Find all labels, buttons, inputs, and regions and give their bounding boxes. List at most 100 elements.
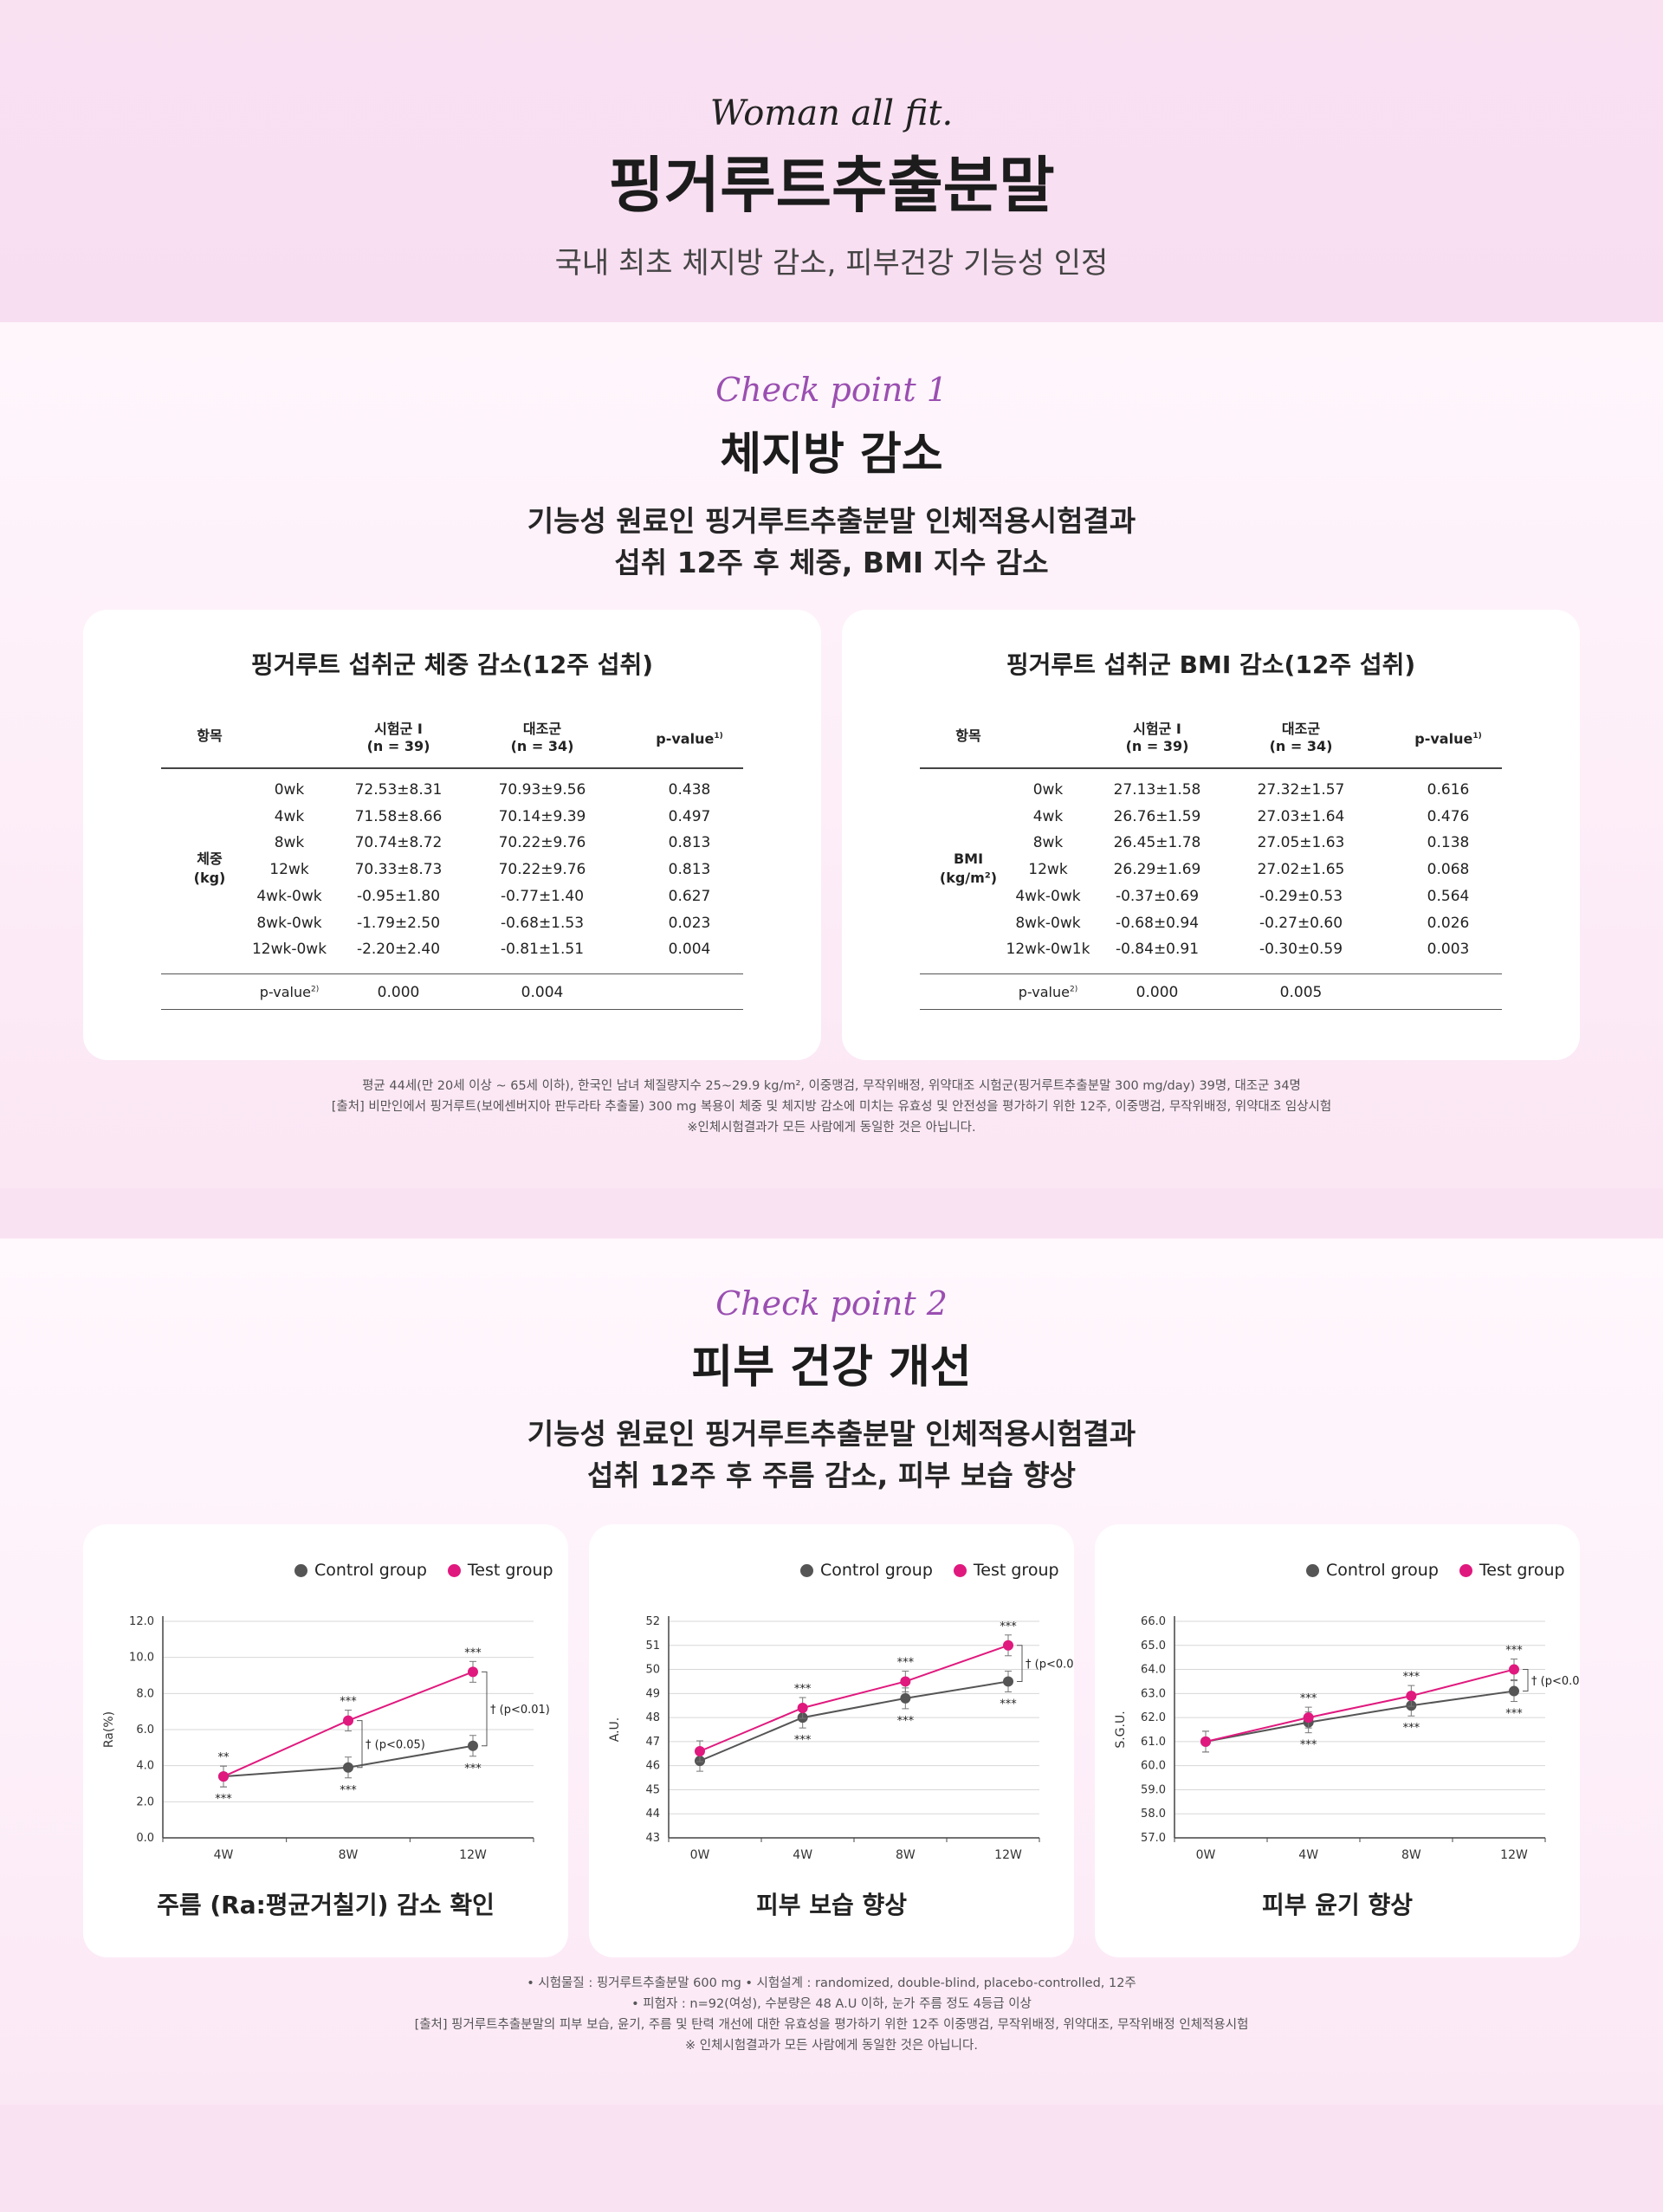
y-axis-label: Ra(%)	[102, 1711, 116, 1748]
footer-p-label-text: p-value	[259, 984, 311, 1000]
chart-legend: Control group Test group	[294, 1561, 553, 1580]
y-tick-label: 61.0	[1141, 1736, 1166, 1749]
y-tick-label: 57.0	[1141, 1832, 1166, 1845]
gloss-chart-card: Control group Test group 피부 윤기 향상 57.0 58.0 5…	[1095, 1524, 1580, 1957]
col-header-p-label: p-value	[656, 730, 715, 747]
row-test-value: -0.84±0.91	[1115, 941, 1200, 959]
table-body-rule	[161, 973, 743, 974]
significance-mark: ***	[1300, 1739, 1317, 1752]
chart-plot: 0.02.04.06.08.010.012.0Ra(%)4W 8W 12W*****…	[102, 1615, 550, 1862]
data-point	[218, 1771, 229, 1782]
x-tick-label: 0W	[1196, 1848, 1216, 1862]
data-point	[1509, 1685, 1519, 1697]
row-p-value: 0.003	[1427, 941, 1470, 959]
y-tick-label: 4.0	[136, 1760, 154, 1773]
x-tick-label: 8W	[1401, 1848, 1421, 1862]
legend-test-marker	[953, 1563, 967, 1577]
y-tick-label: 65.0	[1141, 1640, 1166, 1653]
y-tick-label: 51	[645, 1640, 660, 1653]
y-tick-label: 45	[645, 1783, 660, 1796]
comparison-bracket	[357, 1720, 363, 1769]
section-divider	[0, 1188, 1663, 1239]
series-line	[699, 1644, 1009, 1752]
legend-control: Control group	[800, 1561, 933, 1580]
chart-caption: 주름 (Ra:평균거칠기) 감소 확인	[157, 1891, 495, 1919]
col-header-p-superscript: 1)	[1472, 732, 1482, 741]
significance-mark: **	[218, 1751, 230, 1764]
x-tick-label: 8W	[339, 1848, 359, 1862]
x-tick-label: 4W	[214, 1848, 234, 1862]
y-tick-label: 2.0	[136, 1795, 154, 1808]
data-point	[1003, 1640, 1013, 1651]
row-period: 12wk	[1028, 861, 1068, 879]
row-period: 12wk	[269, 861, 309, 879]
legend-control-label: Control group	[820, 1561, 933, 1580]
row-p-value: 0.068	[1427, 861, 1470, 879]
row-p-value: 0.138	[1427, 834, 1470, 852]
col-header-test: 시험군 I	[1133, 721, 1181, 737]
row-period: 0wk	[274, 781, 305, 799]
legend-control-label: Control group	[314, 1561, 427, 1580]
data-point	[343, 1762, 353, 1773]
page-subtitle: 국내 최초 체지방 감소, 피부건강 기능성 인정	[554, 246, 1109, 281]
legend-test-marker	[447, 1563, 461, 1577]
y-tick-label: 6.0	[136, 1724, 154, 1737]
row-p-value: 0.004	[668, 941, 711, 959]
row-p-value: 0.497	[668, 807, 711, 825]
significance-mark: ***	[1403, 1722, 1420, 1735]
data-point	[1303, 1712, 1314, 1724]
table-header-rule	[920, 767, 1502, 769]
comparison-annotation: † (p<0.05)	[366, 1739, 425, 1752]
row-control-value: -0.81±1.51	[500, 941, 585, 959]
significance-mark: ***	[1000, 1698, 1017, 1711]
checkpoint1-footnote-1: 평균 44세(만 20세 이상 ~ 65세 이하), 한국인 남녀 체질량지수 …	[362, 1079, 1301, 1093]
checkpoint2-footnote-4: ※ 인체시험결과가 모든 사람에게 동일한 것은 아닙니다.	[685, 2039, 978, 2053]
row-test-value: 27.13±1.58	[1113, 781, 1201, 799]
checkpoint2-title: 피부 건강 개선	[691, 1342, 972, 1394]
checkpoint2-footnote-3: [출처] 핑거루트추출분말의 피부 보습, 윤기, 주름 및 탄력 개선에 대한…	[414, 2018, 1249, 2032]
x-tick-label: 12W	[994, 1848, 1022, 1862]
legend-control-marker	[294, 1563, 307, 1577]
moisture-chart-card: Control group Test group 피부 보습 향상 43 44 45 46 4…	[589, 1524, 1074, 1957]
chart-plot: 43 44 45 46 47 48 49 50 51 52 A.U. 0W 4W 8W 12W *** *** *…	[608, 1615, 1074, 1862]
significance-mark: ***	[794, 1734, 812, 1747]
comparison-bracket	[1017, 1645, 1023, 1682]
row-control-value: -0.77±1.40	[500, 887, 585, 905]
brand-tagline: Woman all fit.	[709, 94, 954, 133]
x-tick-label: 8W	[896, 1848, 916, 1862]
col-header-control-n: (n = 34)	[1269, 738, 1333, 754]
row-test-value: -0.95±1.80	[356, 887, 441, 905]
col-header-control: 대조군	[1281, 721, 1321, 737]
row-control-value: -0.68±1.53	[500, 914, 585, 932]
y-tick-label: 49	[645, 1687, 660, 1700]
row-p-value: 0.616	[1427, 781, 1470, 799]
footer-control-p: 0.004	[521, 984, 564, 1001]
legend-control: Control group	[294, 1561, 427, 1580]
row-p-value: 0.627	[668, 887, 711, 905]
header-band	[0, 0, 1663, 322]
x-tick-label: 12W	[459, 1848, 487, 1862]
series-line	[1205, 1690, 1515, 1743]
row-period: 4wk	[274, 807, 305, 825]
checkpoint2-label: Check point 2	[715, 1284, 948, 1323]
series-line	[699, 1680, 1009, 1762]
col-header-p-label: p-value	[1414, 730, 1473, 747]
row-period: 4wk-0wk	[1015, 887, 1081, 905]
col-header-test: 시험군 I	[374, 721, 423, 737]
significance-mark: ***	[897, 1715, 915, 1728]
chart-caption: 피부 윤기 향상	[1261, 1891, 1414, 1919]
row-control-value: 70.22±9.76	[498, 861, 586, 879]
legend-test-label: Test group	[973, 1561, 1059, 1580]
row-control-value: 27.03±1.64	[1257, 807, 1345, 825]
data-point	[468, 1666, 478, 1678]
y-tick-label: 43	[645, 1832, 660, 1845]
y-tick-label: 12.0	[129, 1615, 154, 1628]
footer-test-p: 0.000	[377, 984, 420, 1001]
row-period: 8wk-0wk	[256, 914, 322, 932]
row-p-value: 0.813	[668, 861, 711, 879]
row-test-value: -0.68±0.94	[1115, 914, 1200, 932]
checkpoint1-desc-line2: 섭취 12주 후 체중, BMI 지수 감소	[614, 546, 1049, 579]
significance-mark: ***	[1000, 1620, 1017, 1633]
x-tick-label: 0W	[690, 1848, 710, 1862]
data-point	[1003, 1676, 1013, 1687]
